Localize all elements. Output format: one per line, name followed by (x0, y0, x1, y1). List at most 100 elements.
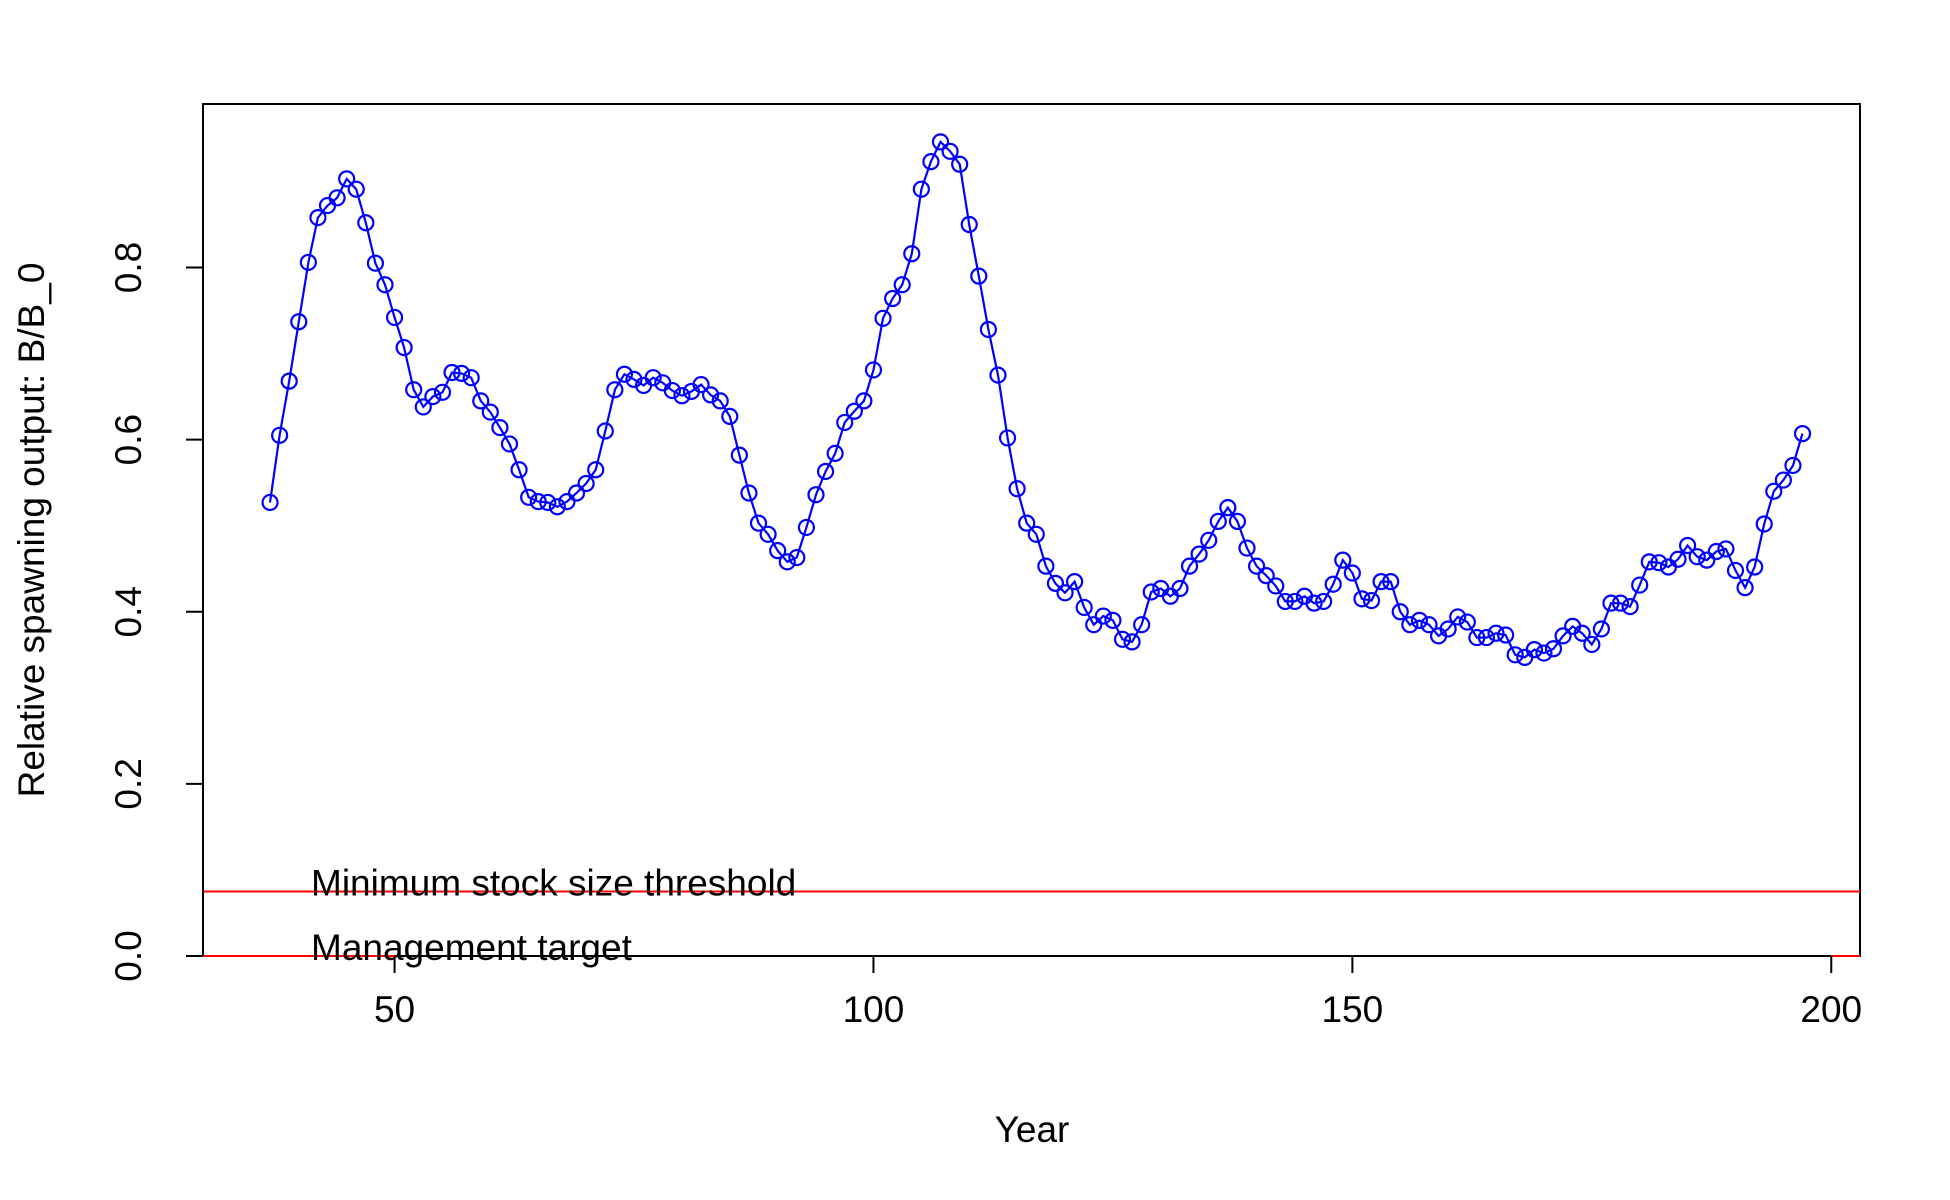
data-point (797, 518, 816, 537)
y-tick-label: 0.6 (108, 414, 149, 465)
data-point (376, 276, 394, 294)
data-point (673, 387, 691, 405)
data-point (1247, 557, 1266, 575)
data-point (1353, 590, 1371, 608)
data-point (271, 426, 289, 444)
data-point (884, 289, 902, 308)
data-point (1315, 592, 1333, 611)
data-point (405, 381, 423, 399)
data-point (481, 403, 499, 421)
x-axis: 50 100 150 200 (374, 955, 1862, 1030)
reference-line-label: Management target (311, 927, 633, 968)
data-point (903, 245, 921, 263)
data-point (357, 214, 375, 232)
data-point (1209, 512, 1227, 530)
data-point (1487, 624, 1505, 642)
series-line (268, 140, 1804, 659)
data-point (395, 338, 413, 357)
data-point (309, 209, 327, 227)
data-point (1678, 536, 1697, 555)
data-point (606, 381, 624, 399)
data-point (1180, 557, 1199, 575)
data-point (1238, 539, 1256, 557)
data-point (740, 484, 758, 502)
data-point (692, 375, 710, 394)
x-tick-label: 50 (374, 989, 415, 1030)
data-point (433, 383, 452, 401)
data-point (491, 418, 509, 437)
x-tick-label: 150 (1321, 989, 1383, 1030)
reference-lines: Minimum stock size threshold Management t… (203, 862, 1860, 968)
data-point (1746, 558, 1764, 576)
x-tick-label: 100 (843, 989, 905, 1030)
data-point (1104, 611, 1122, 629)
data-point (1123, 633, 1141, 651)
data-point (1640, 553, 1658, 571)
data-point (893, 276, 911, 294)
data-point (1276, 592, 1294, 611)
data-point (1497, 626, 1515, 644)
data-point (730, 446, 748, 464)
y-tick-label: 0.0 (108, 930, 149, 981)
data-point (998, 429, 1017, 447)
data-point (1544, 640, 1563, 658)
data-point (1094, 607, 1112, 625)
data-point (520, 488, 538, 506)
data-point (1650, 554, 1668, 572)
data-point (702, 386, 720, 404)
data-point (299, 253, 317, 271)
data-point (1420, 616, 1438, 634)
data-point (596, 422, 614, 440)
data-point (1458, 613, 1476, 631)
data-point (1602, 594, 1620, 612)
data-point (1611, 594, 1630, 612)
data-point (443, 363, 461, 382)
data-point (931, 133, 950, 151)
data-point (1525, 641, 1543, 659)
data-point (1372, 573, 1390, 591)
data-point (280, 372, 298, 390)
data-point (424, 388, 442, 406)
y-tick-label: 0.2 (108, 758, 149, 809)
data-point (548, 498, 566, 516)
data-point (721, 407, 739, 425)
data-point (1056, 584, 1074, 602)
x-axis-label: Year (995, 1109, 1070, 1150)
data-point (453, 364, 471, 382)
data-point (1219, 499, 1237, 517)
data-point (1257, 567, 1275, 585)
data-point (1755, 515, 1773, 533)
data-point (558, 493, 576, 511)
data-point (989, 366, 1007, 384)
data-point (1535, 644, 1553, 662)
data-point (855, 392, 873, 410)
data-point (644, 369, 662, 387)
data-point (328, 189, 346, 207)
data-point (1669, 550, 1687, 568)
data-point (941, 142, 959, 160)
data-point (826, 444, 844, 463)
data-point (510, 461, 528, 479)
data-point (1305, 594, 1323, 612)
data-point (1066, 573, 1084, 591)
data-point (615, 365, 634, 383)
data-point (1707, 542, 1725, 561)
data-point (1726, 561, 1745, 580)
data-point (1171, 579, 1189, 598)
data-point (567, 484, 586, 502)
x-tick-label: 200 (1800, 989, 1862, 1030)
data-point (338, 170, 356, 188)
data-point (874, 309, 892, 327)
data-point (587, 461, 605, 479)
data-point (414, 398, 432, 416)
data-point (1324, 575, 1342, 593)
data-point (1717, 540, 1735, 558)
data-point (261, 493, 279, 512)
data-point (1027, 525, 1045, 543)
data-point (366, 254, 385, 272)
data-point (1439, 620, 1457, 638)
data-point (1477, 628, 1496, 647)
data-point (1621, 597, 1639, 616)
data-point (845, 402, 863, 420)
data-point (462, 369, 480, 387)
